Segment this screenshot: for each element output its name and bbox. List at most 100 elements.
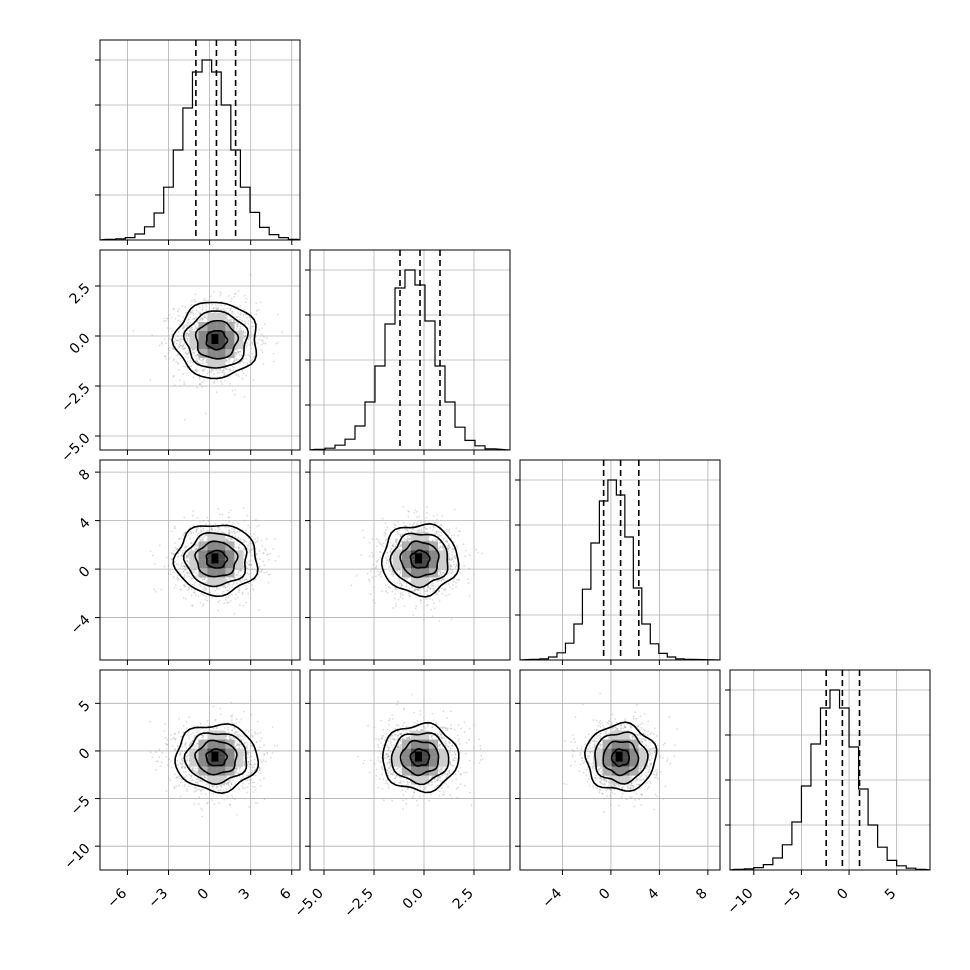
sample-point — [251, 584, 254, 587]
y-tick-label: 8 — [76, 466, 94, 484]
sample-point — [181, 332, 184, 335]
sample-point — [199, 780, 202, 783]
sample-point — [197, 353, 199, 356]
sample-point — [389, 541, 392, 544]
sample-point — [202, 358, 205, 361]
sample-point — [395, 588, 398, 591]
sample-point — [238, 736, 240, 739]
sample-point — [196, 370, 198, 373]
sample-point — [183, 383, 186, 385]
sample-point — [248, 355, 251, 358]
sample-point — [436, 593, 439, 596]
sample-point — [180, 735, 182, 738]
sample-point — [189, 322, 192, 325]
sample-point — [185, 546, 188, 549]
sample-point — [200, 383, 202, 385]
sample-point — [230, 538, 233, 541]
sample-point — [242, 776, 244, 778]
sample-point — [249, 526, 252, 529]
sample-point — [475, 548, 478, 551]
sample-point — [193, 581, 196, 584]
sample-point — [247, 337, 250, 340]
sample-point — [236, 323, 239, 326]
sample-point — [289, 520, 292, 522]
sample-point — [226, 585, 229, 588]
sample-point — [193, 592, 196, 594]
sample-point — [447, 543, 450, 545]
sample-point — [400, 541, 403, 543]
sample-point — [248, 564, 251, 566]
sample-point — [259, 570, 262, 573]
sample-point — [399, 594, 402, 597]
sample-point — [217, 601, 219, 604]
sample-point — [169, 779, 172, 782]
sample-point — [189, 359, 192, 362]
sample-point — [408, 510, 410, 513]
sample-point — [247, 548, 249, 550]
sample-point — [372, 599, 375, 602]
sample-point — [405, 582, 408, 585]
sample-point — [386, 552, 389, 554]
sample-point — [186, 790, 188, 793]
sample-point — [263, 336, 265, 338]
sample-point — [236, 325, 239, 328]
sample-point — [241, 593, 244, 595]
sample-point — [194, 568, 197, 571]
sample-point — [435, 531, 438, 533]
sample-point — [438, 530, 441, 533]
sample-point — [189, 526, 191, 529]
sample-point — [181, 345, 184, 348]
sample-point — [397, 577, 400, 580]
sample-point — [228, 319, 231, 322]
sample-point — [450, 564, 452, 567]
sample-point — [228, 533, 230, 535]
sample-point — [197, 783, 199, 786]
sample-point — [257, 309, 260, 311]
sample-point — [428, 578, 431, 581]
sample-point — [399, 596, 402, 598]
sample-point — [184, 545, 187, 548]
sample-point — [158, 344, 161, 347]
sample-point — [227, 782, 230, 784]
sample-point — [175, 785, 178, 788]
sample-point — [251, 321, 253, 324]
sample-point — [401, 592, 404, 595]
sample-point — [184, 750, 186, 753]
sample-point — [176, 548, 178, 551]
sample-point — [237, 546, 240, 548]
sample-point — [246, 774, 248, 777]
density-cell — [216, 313, 226, 322]
sample-point — [184, 766, 186, 769]
sample-point — [203, 299, 205, 302]
sample-point — [181, 305, 184, 308]
sample-point — [168, 313, 171, 316]
sample-point — [205, 588, 207, 591]
sample-point — [196, 544, 199, 547]
density-cell — [189, 340, 199, 349]
sample-point — [423, 520, 426, 523]
hist-panel-2 — [515, 459, 721, 665]
sample-point — [414, 589, 417, 592]
sample-point — [229, 383, 231, 385]
sample-point — [446, 540, 449, 543]
sample-point — [199, 526, 202, 529]
sample-point — [226, 601, 229, 604]
sample-point — [442, 568, 444, 570]
contour-line — [399, 540, 440, 579]
sample-point — [177, 314, 180, 317]
sample-point — [254, 786, 256, 788]
sample-point — [223, 602, 226, 605]
sample-point — [163, 355, 166, 358]
sample-point — [442, 546, 445, 549]
sample-point — [416, 589, 419, 591]
sample-point — [249, 550, 252, 552]
sample-point — [250, 347, 253, 349]
sample-point — [260, 737, 263, 740]
sample-point — [433, 521, 436, 524]
sample-point — [416, 529, 419, 532]
density-cell — [420, 568, 429, 578]
sample-point — [422, 618, 425, 621]
sample-point — [426, 590, 428, 593]
sample-point — [446, 530, 449, 533]
sample-point — [432, 577, 435, 579]
